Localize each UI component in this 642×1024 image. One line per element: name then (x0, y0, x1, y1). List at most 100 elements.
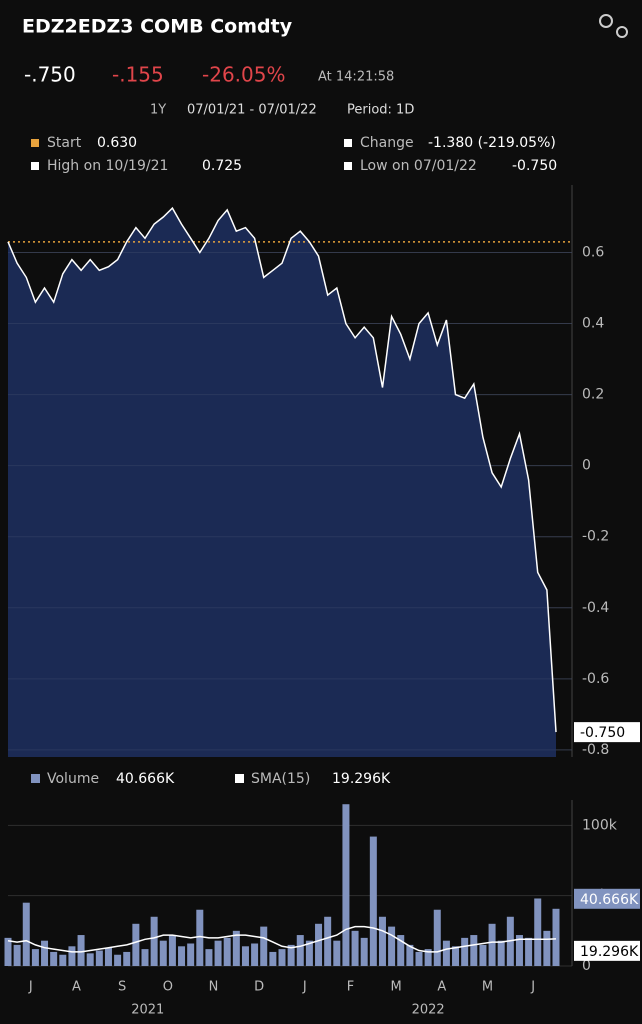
volume-bar (552, 908, 560, 966)
volume-bar (104, 947, 112, 966)
volume-bar (269, 951, 277, 966)
value-tag-label: 19.296K (580, 944, 639, 960)
x-tick-label: M (482, 980, 493, 995)
x-tick-label: M (391, 980, 402, 995)
volume-bar (452, 946, 460, 966)
stat-label: High on 10/19/21 (47, 158, 168, 174)
volume-bar (59, 954, 67, 966)
last-price: -.750 (24, 63, 76, 87)
volume-bar (378, 916, 386, 966)
x-tick-label: J (28, 980, 33, 995)
volume-bar (4, 937, 12, 966)
year-label: 2022 (412, 1003, 445, 1018)
volume-bar (424, 949, 432, 966)
stat-value: 0.725 (202, 158, 242, 174)
legend-swatch (31, 139, 39, 147)
volume-bar (278, 949, 286, 966)
volume-bar (123, 951, 131, 966)
volume-bar (397, 935, 405, 966)
volume-bar (342, 804, 350, 966)
volume-bar (196, 909, 204, 966)
x-tick-label: F (347, 980, 354, 995)
range-button[interactable]: 1Y (150, 103, 166, 118)
y-tick-label: 0 (582, 958, 591, 974)
price-line (7, 206, 557, 733)
volume-bar (205, 949, 213, 966)
x-tick-label: A (72, 980, 81, 995)
volume-bar (178, 946, 186, 966)
volume-bar (232, 930, 240, 966)
stat-label: Start (47, 135, 82, 151)
value-tag (574, 722, 640, 743)
value-tag (574, 940, 640, 961)
x-tick-label: O (163, 980, 173, 995)
sma-line (7, 925, 557, 953)
x-tick-label: J (530, 980, 535, 995)
volume-bar (296, 935, 304, 966)
value-tag-label: 40.666K (580, 892, 639, 908)
volume-bar (86, 953, 94, 966)
volume-bar (488, 923, 496, 966)
title: EDZ2EDZ3 COMB Comdty (22, 16, 293, 38)
volume-bar (351, 930, 359, 966)
y-tick-label: 100k (582, 817, 618, 833)
legend-swatch (31, 162, 39, 170)
y-tick-label: 0.2 (582, 387, 604, 403)
volume-bar (461, 937, 469, 966)
x-tick-label: J (302, 980, 307, 995)
volume-bar (360, 937, 368, 966)
stat-value: -0.750 (512, 158, 557, 174)
x-tick-label: D (254, 980, 264, 995)
y-tick-label: 0.6 (582, 245, 604, 261)
volume-bar (406, 944, 414, 966)
area (8, 208, 556, 758)
volume-bar (479, 944, 487, 966)
legend-value: 19.296K (332, 771, 391, 787)
volume-bar (305, 940, 313, 966)
volume-bar (260, 926, 268, 966)
volume-bar (223, 937, 231, 966)
volume-bar (241, 946, 249, 966)
volume-bar (77, 935, 85, 966)
date-range: 07/01/21 - 07/01/22 (187, 103, 317, 118)
legend-label: SMA(15) (251, 771, 310, 787)
volume-bar (95, 950, 103, 966)
period: Period: 1D (347, 103, 414, 118)
stat-label: Change (360, 135, 414, 151)
legend-swatch (344, 162, 352, 170)
volume-bar (50, 951, 58, 966)
volume-bar (168, 935, 176, 966)
volume-bar (543, 930, 551, 966)
volume-bar (515, 935, 523, 966)
volume-bar (525, 937, 533, 966)
volume-bar (41, 940, 49, 966)
volume-bar (68, 946, 76, 966)
value-tag (574, 888, 640, 909)
volume-bar (141, 949, 149, 966)
volume-bar (187, 943, 195, 966)
volume-bar (415, 951, 423, 966)
volume-bar (315, 923, 323, 966)
stat-value: 0.630 (97, 135, 137, 151)
volume-bar (251, 943, 259, 966)
value-tag-label: -0.750 (580, 725, 625, 741)
volume-bar (132, 923, 140, 966)
volume-bar (470, 935, 478, 966)
volume-bar (388, 926, 396, 966)
volume-bar (150, 916, 158, 966)
legend-swatch (344, 139, 352, 147)
volume-bar (31, 949, 39, 966)
volume-bar (159, 940, 167, 966)
volume-bar (114, 954, 122, 966)
volume-bar (13, 944, 21, 966)
settings-icon[interactable] (599, 14, 628, 38)
net-change: -.155 (112, 63, 164, 87)
legend-label: Volume (47, 771, 99, 787)
stat-value: -1.380 (-219.05%) (428, 135, 556, 151)
timestamp: At 14:21:58 (318, 70, 394, 85)
y-tick-label: 0 (582, 458, 591, 474)
legend-swatch (235, 774, 244, 783)
x-tick-label: N (209, 980, 219, 995)
volume-bar (534, 898, 542, 966)
